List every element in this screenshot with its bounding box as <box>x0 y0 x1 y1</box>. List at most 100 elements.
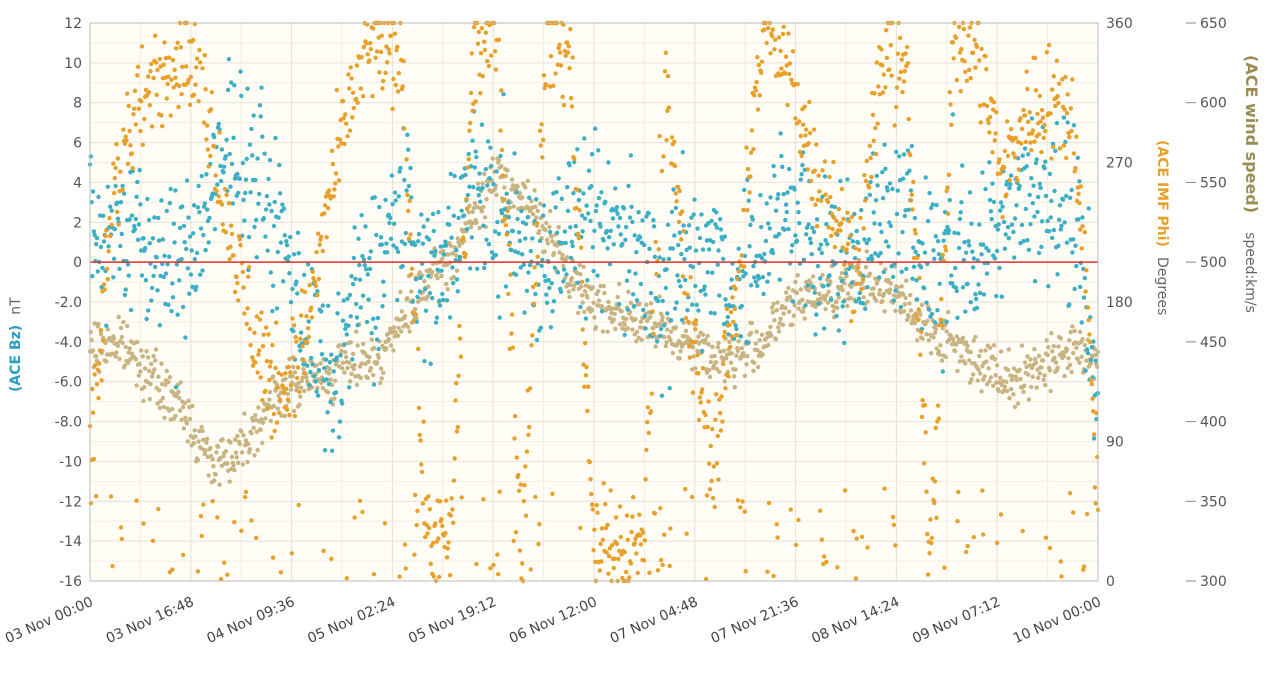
data-point <box>974 305 980 311</box>
data-point <box>958 89 963 94</box>
data-point <box>773 208 779 213</box>
data-point <box>1092 347 1098 352</box>
data-point <box>175 40 180 45</box>
data-point <box>627 215 633 220</box>
data-point <box>669 329 674 334</box>
data-point <box>404 157 409 162</box>
data-point <box>122 141 128 146</box>
data-point <box>445 546 450 551</box>
data-point <box>676 242 681 248</box>
data-point <box>314 389 319 394</box>
data-point <box>505 208 510 214</box>
data-point <box>834 218 839 224</box>
data-point <box>173 385 179 390</box>
data-point <box>482 171 487 177</box>
data-point <box>596 148 601 153</box>
data-point <box>149 61 154 67</box>
data-point <box>206 473 211 478</box>
data-point <box>371 372 376 378</box>
data-point <box>425 531 430 536</box>
data-point <box>170 406 175 412</box>
data-point <box>866 185 872 190</box>
data-point <box>853 299 859 304</box>
data-point <box>513 530 519 535</box>
data-point <box>507 205 512 210</box>
data-point <box>451 478 457 483</box>
data-point <box>520 561 525 566</box>
data-point <box>821 554 827 559</box>
data-point <box>814 312 819 317</box>
data-point <box>198 60 203 65</box>
data-point <box>766 25 771 31</box>
data-point <box>224 192 229 198</box>
data-point <box>126 103 131 109</box>
data-point <box>557 42 562 47</box>
data-point <box>578 304 583 310</box>
data-point <box>479 122 485 127</box>
data-point <box>719 394 724 399</box>
data-point <box>289 551 294 556</box>
data-point <box>1043 128 1048 134</box>
data-point <box>916 307 921 312</box>
data-point <box>570 243 575 249</box>
data-point <box>1064 193 1069 199</box>
data-point <box>185 266 190 271</box>
data-point <box>638 533 643 538</box>
data-point <box>430 211 436 217</box>
data-point <box>355 343 360 348</box>
data-point <box>111 256 117 261</box>
data-point <box>98 331 104 337</box>
data-point <box>443 239 448 244</box>
data-point <box>960 163 965 168</box>
data-point <box>182 240 187 245</box>
data-point <box>839 248 844 254</box>
data-point <box>244 321 249 327</box>
data-point <box>406 183 412 189</box>
data-point <box>98 244 104 250</box>
data-point <box>979 252 984 257</box>
data-point <box>354 63 360 68</box>
data-point <box>759 256 765 261</box>
data-point <box>856 240 861 245</box>
data-point <box>139 99 144 104</box>
data-point <box>146 308 151 313</box>
data-point <box>137 167 142 173</box>
data-point <box>237 441 242 447</box>
data-point <box>259 310 264 315</box>
data-point <box>683 328 689 334</box>
data-point <box>601 481 606 486</box>
data-point <box>867 271 873 276</box>
data-point <box>718 227 724 232</box>
data-point <box>236 460 241 465</box>
data-point <box>743 569 748 574</box>
data-point <box>293 334 298 340</box>
data-point <box>963 340 969 345</box>
data-point <box>787 309 792 314</box>
data-point <box>986 120 991 126</box>
data-point <box>509 331 514 336</box>
data-point <box>976 282 981 287</box>
data-point <box>771 301 776 307</box>
data-point <box>591 268 596 274</box>
data-point <box>1080 224 1085 229</box>
data-point <box>385 60 390 65</box>
data-point <box>706 342 711 347</box>
data-point <box>398 289 403 294</box>
data-point <box>774 522 779 527</box>
data-point <box>1077 360 1082 365</box>
data-point <box>952 230 957 235</box>
data-point <box>177 408 183 413</box>
data-point <box>127 128 132 134</box>
data-point <box>1016 167 1021 172</box>
data-point <box>378 235 384 240</box>
data-point <box>420 241 426 246</box>
data-point <box>161 62 166 67</box>
data-point <box>1049 156 1054 161</box>
data-point <box>760 275 765 280</box>
data-point <box>159 198 164 203</box>
data-point <box>217 130 222 135</box>
data-point <box>110 564 115 569</box>
data-point <box>1026 119 1031 125</box>
data-point <box>787 166 792 172</box>
data-point <box>869 174 874 180</box>
